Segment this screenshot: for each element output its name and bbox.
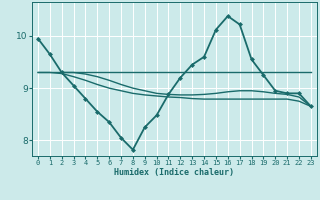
X-axis label: Humidex (Indice chaleur): Humidex (Indice chaleur) [115,168,234,177]
